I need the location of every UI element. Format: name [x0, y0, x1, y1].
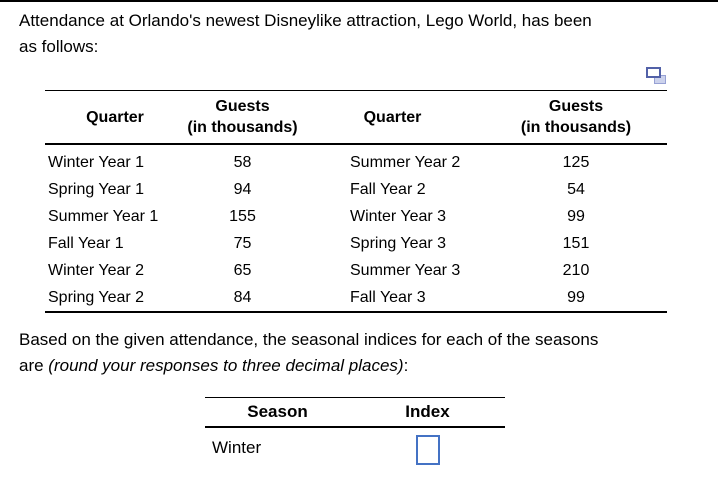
winter-index-input[interactable]: [415, 434, 440, 465]
question-text: Based on the given attendance, the seaso…: [19, 327, 598, 379]
quarter-cell: Fall Year 2: [350, 180, 426, 198]
quarter-cell: Winter Year 1: [48, 153, 145, 171]
header-index: Index: [350, 397, 505, 428]
guests-cell: 84: [233, 288, 252, 306]
quarter-cell: Summer Year 2: [350, 153, 461, 171]
guests-cell: 65: [233, 261, 252, 279]
index-input-cell: [350, 427, 505, 468]
table-row: Spring Year 2 84 Fall Year 3 99: [45, 284, 667, 312]
guests-cell: 210: [562, 261, 590, 279]
guests-cell: 125: [562, 153, 590, 171]
question-line-2: are (round your responses to three decim…: [19, 353, 598, 379]
question-line-2-suffix: :: [403, 356, 409, 375]
intro-line-2: as follows:: [19, 37, 99, 56]
index-header-row: Season Index: [205, 397, 505, 428]
index-row-winter: Winter: [205, 427, 505, 468]
table-row: Fall Year 1 75 Spring Year 3 151: [45, 230, 667, 257]
guests-cell: 155: [229, 207, 256, 225]
quarter-cell: Spring Year 2: [48, 288, 145, 306]
season-label: Winter: [212, 438, 262, 457]
guests-cell: 99: [567, 288, 585, 306]
quarter-cell: Winter Year 2: [48, 261, 145, 279]
header-guests-2: Guests (in thousands): [485, 90, 667, 145]
header-guests-1-line1: Guests: [215, 98, 270, 115]
guests-cell: 99: [567, 207, 585, 225]
guests-cell: 151: [562, 234, 590, 252]
copy-icon-front-rect: [646, 67, 661, 78]
table-row: Winter Year 2 65 Summer Year 3 210: [45, 257, 667, 284]
guests-cell: 58: [233, 153, 252, 171]
copy-icon[interactable]: [646, 67, 668, 87]
header-season: Season: [205, 397, 350, 428]
question-line-1: Based on the given attendance, the seaso…: [19, 330, 599, 349]
table-row: Winter Year 1 58 Summer Year 2 125: [45, 144, 667, 176]
question-line-2-prefix: are: [19, 356, 49, 375]
quarter-cell: Fall Year 3: [350, 288, 426, 306]
table-row: Summer Year 1 155 Winter Year 3 99: [45, 203, 667, 230]
guests-cell: 54: [567, 180, 585, 198]
attendance-table: Quarter Guests (in thousands) Quarter Gu…: [45, 90, 667, 313]
header-guests-2-line1: Guests: [548, 98, 604, 115]
intro-text: Attendance at Orlando's newest Disneylik…: [19, 8, 592, 60]
header-quarter-1: Quarter: [45, 90, 185, 145]
attendance-header-row: Quarter Guests (in thousands) Quarter Gu…: [45, 90, 667, 145]
quarter-cell: Winter Year 3: [350, 207, 447, 225]
guests-cell: 75: [233, 234, 252, 252]
quarter-cell: Fall Year 1: [48, 234, 124, 252]
quarter-cell: Summer Year 3: [350, 261, 461, 279]
top-divider: [0, 0, 718, 2]
quarter-cell: Spring Year 1: [48, 180, 145, 198]
table-row: Spring Year 1 94 Fall Year 2 54: [45, 176, 667, 203]
quarter-cell: Spring Year 3: [350, 234, 447, 252]
seasonal-index-table: Season Index Winter: [205, 397, 505, 468]
intro-line-1: Attendance at Orlando's newest Disneylik…: [19, 11, 592, 30]
question-line-2-italic: (round your responses to three decimal p…: [48, 356, 404, 375]
header-guests-1-line2: (in thousands): [187, 119, 298, 136]
header-quarter-2: Quarter: [300, 90, 485, 145]
header-guests-1: Guests (in thousands): [185, 90, 300, 145]
guests-cell: 94: [233, 180, 252, 198]
quarter-cell: Summer Year 1: [48, 207, 159, 225]
header-guests-2-line2: (in thousands): [520, 119, 632, 136]
